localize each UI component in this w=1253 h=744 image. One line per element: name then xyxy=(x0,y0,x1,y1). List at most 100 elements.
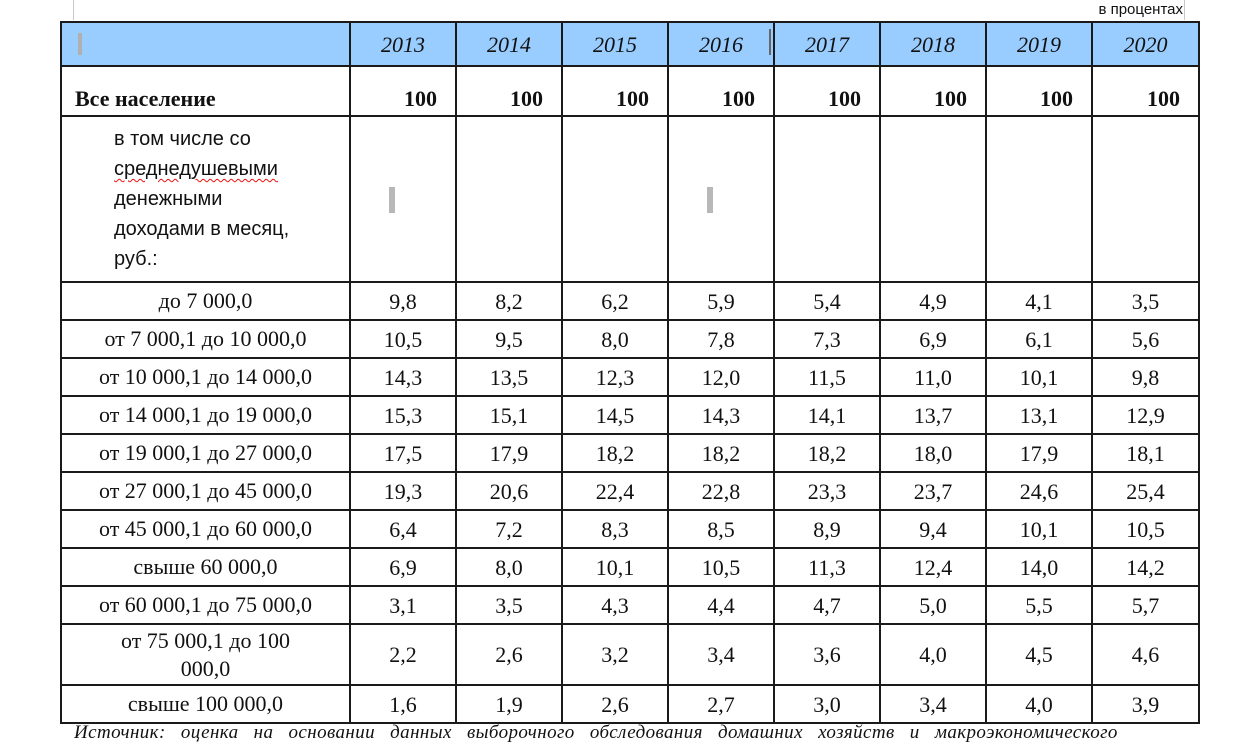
table-cell[interactable]: 10,5 xyxy=(667,547,775,587)
table-cell[interactable]: 7,2 xyxy=(455,509,563,549)
table-cell[interactable]: 7,8 xyxy=(667,319,775,359)
table-cell[interactable]: 8,5 xyxy=(667,509,775,549)
year-header[interactable]: 2016 xyxy=(667,21,775,67)
table-cell[interactable]: 1,6 xyxy=(349,684,457,724)
row-label[interactable]: от 10 000,1 до 14 000,0 xyxy=(60,357,351,397)
table-cell[interactable]: 19,3 xyxy=(349,471,457,511)
table-cell[interactable]: 11,5 xyxy=(773,357,881,397)
empty-cell[interactable] xyxy=(349,115,457,283)
table-cell[interactable]: 7,3 xyxy=(773,319,881,359)
table-cell[interactable]: 2,7 xyxy=(667,684,775,724)
table-cell[interactable]: 5,7 xyxy=(1091,585,1200,625)
year-header[interactable]: 2019 xyxy=(985,21,1093,67)
row-label[interactable]: свыше 60 000,0 xyxy=(60,547,351,587)
table-cell[interactable]: 14,5 xyxy=(561,395,669,435)
table-cell[interactable]: 4,7 xyxy=(773,585,881,625)
table-cell[interactable]: 8,3 xyxy=(561,509,669,549)
table-cell[interactable]: 9,8 xyxy=(349,281,457,321)
table-cell[interactable]: 12,0 xyxy=(667,357,775,397)
empty-cell[interactable] xyxy=(667,115,775,283)
table-cell[interactable]: 14,2 xyxy=(1091,547,1200,587)
table-cell[interactable]: 3,1 xyxy=(349,585,457,625)
table-cell[interactable]: 4,0 xyxy=(879,623,987,686)
row-label[interactable]: от 7 000,1 до 10 000,0 xyxy=(60,319,351,359)
table-cell[interactable]: 8,2 xyxy=(455,281,563,321)
table-cell[interactable]: 9,4 xyxy=(879,509,987,549)
table-cell[interactable]: 8,0 xyxy=(455,547,563,587)
table-cell[interactable]: 25,4 xyxy=(1091,471,1200,511)
table-cell[interactable]: 6,9 xyxy=(349,547,457,587)
table-cell[interactable]: 14,0 xyxy=(985,547,1093,587)
subheading-label[interactable]: в том числе со среднедушевыми денежными … xyxy=(60,115,351,283)
year-header[interactable]: 2020 xyxy=(1091,21,1200,67)
table-cell[interactable]: 100 xyxy=(879,65,987,117)
row-label[interactable]: до 7 000,0 xyxy=(60,281,351,321)
table-cell[interactable]: 12,9 xyxy=(1091,395,1200,435)
table-cell[interactable]: 3,9 xyxy=(1091,684,1200,724)
table-cell[interactable]: 14,3 xyxy=(349,357,457,397)
table-cell[interactable]: 24,6 xyxy=(985,471,1093,511)
table-cell[interactable]: 4,1 xyxy=(985,281,1093,321)
table-cell[interactable]: 10,1 xyxy=(985,509,1093,549)
table-cell[interactable]: 4,3 xyxy=(561,585,669,625)
table-cell[interactable]: 10,1 xyxy=(985,357,1093,397)
table-cell[interactable]: 3,5 xyxy=(455,585,563,625)
row-label[interactable]: от 45 000,1 до 60 000,0 xyxy=(60,509,351,549)
table-cell[interactable]: 10,5 xyxy=(349,319,457,359)
table-cell[interactable]: 2,6 xyxy=(561,684,669,724)
table-cell[interactable]: 13,5 xyxy=(455,357,563,397)
table-cell[interactable]: 11,3 xyxy=(773,547,881,587)
table-cell[interactable]: 5,5 xyxy=(985,585,1093,625)
table-cell[interactable]: 1,9 xyxy=(455,684,563,724)
empty-cell[interactable] xyxy=(773,115,881,283)
table-cell[interactable]: 3,6 xyxy=(773,623,881,686)
table-cell[interactable]: 4,5 xyxy=(985,623,1093,686)
table-cell[interactable]: 6,4 xyxy=(349,509,457,549)
table-cell[interactable]: 4,4 xyxy=(667,585,775,625)
table-cell[interactable]: 100 xyxy=(985,65,1093,117)
table-cell[interactable]: 4,9 xyxy=(879,281,987,321)
empty-cell[interactable] xyxy=(561,115,669,283)
year-header[interactable]: 2018 xyxy=(879,21,987,67)
table-cell[interactable]: 17,5 xyxy=(349,433,457,473)
table-cell[interactable]: 3,5 xyxy=(1091,281,1200,321)
table-cell[interactable]: 20,6 xyxy=(455,471,563,511)
row-label[interactable]: от 14 000,1 до 19 000,0 xyxy=(60,395,351,435)
table-cell[interactable]: 2,2 xyxy=(349,623,457,686)
row-label[interactable]: от 75 000,1 до 100 000,0 xyxy=(60,623,351,686)
table-cell[interactable]: 17,9 xyxy=(455,433,563,473)
table-cell[interactable]: 100 xyxy=(561,65,669,117)
table-cell[interactable]: 3,2 xyxy=(561,623,669,686)
year-header[interactable]: 2017 xyxy=(773,21,881,67)
table-cell[interactable]: 22,4 xyxy=(561,471,669,511)
table-cell[interactable]: 8,9 xyxy=(773,509,881,549)
table-cell[interactable]: 6,2 xyxy=(561,281,669,321)
table-cell[interactable]: 23,7 xyxy=(879,471,987,511)
table-cell[interactable]: 9,8 xyxy=(1091,357,1200,397)
table-cell[interactable]: 100 xyxy=(455,65,563,117)
table-cell[interactable]: 13,1 xyxy=(985,395,1093,435)
table-cell[interactable]: 12,3 xyxy=(561,357,669,397)
table-cell[interactable]: 15,3 xyxy=(349,395,457,435)
table-cell[interactable]: 10,5 xyxy=(1091,509,1200,549)
row-label[interactable]: свыше 100 000,0 xyxy=(60,684,351,724)
table-cell[interactable]: 3,4 xyxy=(879,684,987,724)
table-cell[interactable]: 5,9 xyxy=(667,281,775,321)
year-header[interactable]: 2013 xyxy=(349,21,457,67)
empty-cell[interactable] xyxy=(1091,115,1200,283)
table-cell[interactable]: 4,0 xyxy=(985,684,1093,724)
table-cell[interactable]: 9,5 xyxy=(455,319,563,359)
table-cell[interactable]: 100 xyxy=(1091,65,1200,117)
table-cell[interactable]: 14,1 xyxy=(773,395,881,435)
header-corner-cell[interactable] xyxy=(60,21,351,67)
empty-cell[interactable] xyxy=(985,115,1093,283)
table-cell[interactable]: 14,3 xyxy=(667,395,775,435)
table-cell[interactable]: 2,6 xyxy=(455,623,563,686)
table-cell[interactable]: 5,4 xyxy=(773,281,881,321)
table-cell[interactable]: 12,4 xyxy=(879,547,987,587)
table-cell[interactable]: 3,0 xyxy=(773,684,881,724)
table-cell[interactable]: 6,1 xyxy=(985,319,1093,359)
table-cell[interactable]: 4,6 xyxy=(1091,623,1200,686)
row-label[interactable]: от 27 000,1 до 45 000,0 xyxy=(60,471,351,511)
table-cell[interactable]: 100 xyxy=(349,65,457,117)
